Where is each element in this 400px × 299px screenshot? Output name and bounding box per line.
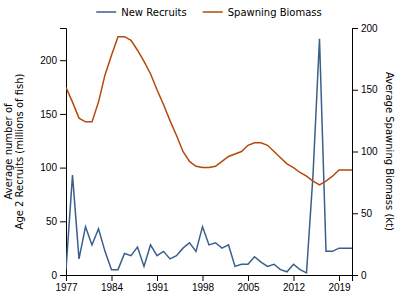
axis-line (67, 276, 353, 282)
tick: 1998 (192, 275, 215, 293)
tick: 150 (352, 84, 378, 95)
tick: 50 (352, 208, 373, 219)
x-axis: 1977 1984 1991 1998 2005 2012 2019 (55, 275, 352, 293)
tick-label: 150 (40, 109, 57, 120)
tick-label: 2019 (328, 282, 351, 293)
legend-swatch (203, 11, 223, 13)
tick-mark (60, 114, 66, 115)
tick-mark (248, 275, 249, 281)
legend-item: New Recruits (96, 7, 187, 18)
tick-mark (352, 152, 358, 153)
tick-mark (294, 275, 295, 281)
tick-label: 1984 (101, 282, 124, 293)
tick-label: 2005 (237, 282, 260, 293)
tick: 2012 (283, 275, 306, 293)
tick: 100 (40, 162, 66, 173)
tick: 100 (352, 146, 378, 157)
legend-label: Spawning Biomass (228, 7, 322, 18)
tick-label: 200 (361, 23, 378, 34)
tick-mark (352, 90, 358, 91)
series-line (66, 39, 352, 273)
tick-mark (112, 275, 113, 281)
tick: 50 (46, 216, 66, 227)
y-axis-title: Average number ofAge 2 Recruits (million… (3, 73, 25, 229)
tick-label: 2012 (283, 282, 306, 293)
tick: 200 (40, 55, 66, 66)
tick: 150 (40, 109, 66, 120)
tick-mark (60, 221, 66, 222)
tick-mark (339, 275, 340, 281)
plot: 1977 1984 1991 1998 2005 2012 2019 0 50 100 150 200… (3, 23, 395, 293)
tick-mark (352, 213, 358, 214)
tick-label: 50 (46, 216, 58, 227)
tick-label: 1977 (55, 282, 78, 293)
tick-mark (352, 28, 358, 29)
tick: 2019 (328, 275, 351, 293)
tick-mark (157, 275, 158, 281)
tick: 0 (352, 270, 367, 281)
legend: New Recruits Spawning Biomass (96, 7, 322, 18)
tick-mark (203, 275, 204, 281)
tick: 1991 (146, 275, 169, 293)
tick-label: 100 (40, 162, 57, 173)
tick-label: 50 (361, 208, 373, 219)
tick-label: 200 (40, 55, 57, 66)
tick-label: 150 (361, 84, 378, 95)
y-axis-right: 0 50 100 150 200 (352, 23, 378, 281)
tick-mark (60, 60, 66, 61)
legend-label: New Recruits (121, 7, 187, 18)
axis-line (60, 29, 67, 276)
tick: 0 (51, 270, 66, 281)
axis-line (353, 29, 359, 276)
y-axis-left: 0 50 100 150 200 (40, 29, 66, 281)
tick-label: 0 (51, 270, 57, 281)
chart: 1977 1984 1991 1998 2005 2012 2019 0 50 100 150 200… (0, 0, 400, 299)
tick-label: 100 (361, 146, 378, 157)
tick: 1984 (101, 275, 124, 293)
tick: 200 (352, 23, 378, 34)
legend-item: Spawning Biomass (203, 7, 322, 18)
lines (66, 37, 352, 273)
tick-mark (352, 275, 358, 276)
tick-mark (60, 168, 66, 169)
y2-axis-title: Average Spawning Biomass (kt) (384, 72, 395, 231)
tick-label: 1991 (146, 282, 169, 293)
tick: 1977 (55, 275, 78, 293)
tick: 2005 (237, 275, 260, 293)
tick-label: 0 (361, 270, 367, 281)
legend-swatch (96, 11, 116, 13)
tick-mark (60, 275, 66, 276)
tick-label: 1998 (192, 282, 215, 293)
series-line (66, 37, 352, 185)
